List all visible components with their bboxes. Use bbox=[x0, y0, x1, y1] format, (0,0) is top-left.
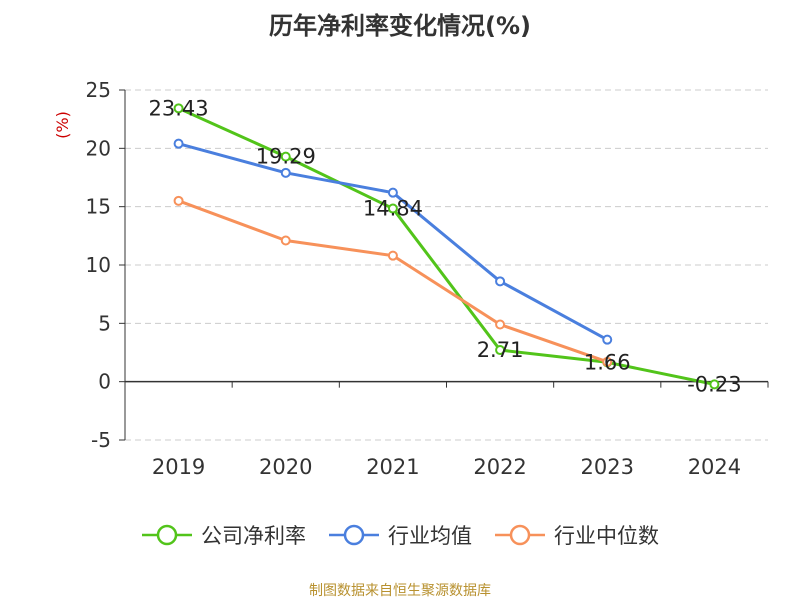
x-tick-label: 2023 bbox=[581, 455, 634, 479]
y-tick-label: 20 bbox=[86, 136, 111, 160]
y-tick-label: 25 bbox=[86, 78, 111, 102]
legend-circle bbox=[509, 524, 531, 546]
data-point-2 bbox=[280, 167, 291, 178]
series-lines bbox=[173, 103, 720, 390]
chart-title: 历年净利率变化情况(%) bbox=[269, 12, 531, 40]
data-label: -0.23 bbox=[687, 372, 741, 396]
data-labels: 23.43 19.29 14.84 2.71 1.66 -0.23 bbox=[149, 96, 742, 396]
data-label: 1.66 bbox=[584, 350, 631, 374]
x-tick-label: 2022 bbox=[473, 455, 526, 479]
data-label: 19.29 bbox=[256, 145, 316, 169]
legend-label: 行业均值 bbox=[388, 524, 472, 548]
legend-circle bbox=[156, 524, 178, 546]
data-point-3 bbox=[495, 319, 506, 330]
legend-marker-icon bbox=[142, 524, 192, 546]
legend-marker-icon bbox=[495, 524, 545, 546]
data-label: 14.84 bbox=[363, 197, 423, 221]
data-label: 2.71 bbox=[477, 338, 524, 362]
data-point-1 bbox=[173, 103, 184, 114]
data-point-1 bbox=[709, 379, 720, 390]
x-tick-label: 2024 bbox=[688, 455, 741, 479]
source-note: 制图数据来自恒生聚源数据库 bbox=[309, 583, 491, 599]
y-tick-label: 0 bbox=[98, 370, 111, 394]
legend-label: 行业中位数 bbox=[554, 524, 659, 548]
legend-marker-icon bbox=[329, 524, 379, 546]
data-point-2 bbox=[495, 276, 506, 287]
data-point-3 bbox=[387, 250, 398, 261]
y-tick-label: -5 bbox=[91, 428, 111, 452]
data-point-2 bbox=[387, 187, 398, 198]
data-point-3 bbox=[602, 356, 613, 367]
data-point-3 bbox=[173, 195, 184, 206]
legend-circle bbox=[343, 524, 365, 546]
axes: -5 0 5 10 15 20 25 2019 2020 2021 2022 2023 2024 bbox=[86, 78, 769, 479]
data-point-2 bbox=[173, 138, 184, 149]
legend-label: 公司净利率 bbox=[201, 524, 306, 548]
y-tick-label: 10 bbox=[86, 253, 111, 277]
data-point-1 bbox=[280, 151, 291, 162]
data-point-3 bbox=[280, 235, 291, 246]
data-point-2 bbox=[602, 334, 613, 345]
series-line-2 bbox=[178, 142, 608, 341]
series-line-1 bbox=[177, 106, 715, 386]
grid-lines bbox=[125, 89, 768, 441]
y-tick-label: 5 bbox=[98, 311, 111, 335]
legend-item-1[interactable]: 公司净利率 bbox=[141, 520, 306, 550]
data-label: 23.43 bbox=[149, 96, 209, 120]
x-tick-label: 2020 bbox=[259, 455, 312, 479]
legend-item-3[interactable]: 行业中位数 bbox=[494, 520, 659, 550]
data-point-1 bbox=[495, 345, 506, 356]
x-tick-label: 2019 bbox=[152, 455, 205, 479]
data-point-1 bbox=[387, 203, 398, 214]
legend: 公司净利率 行业均值 行业中位数 bbox=[0, 520, 800, 550]
legend-item-2[interactable]: 行业均值 bbox=[328, 520, 472, 550]
y-tick-label: 15 bbox=[86, 195, 111, 219]
series-line-3 bbox=[178, 199, 608, 364]
x-tick-label: 2021 bbox=[366, 455, 419, 479]
y-axis-title: (%) bbox=[53, 111, 72, 139]
